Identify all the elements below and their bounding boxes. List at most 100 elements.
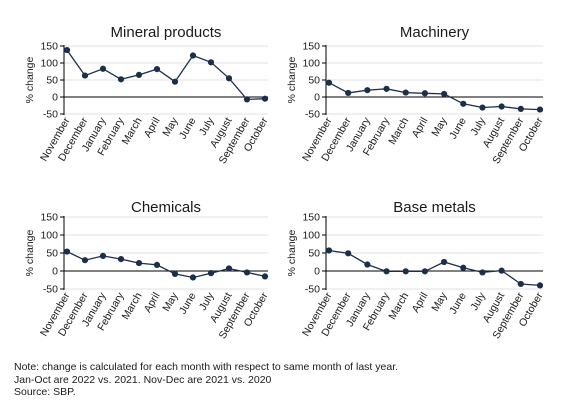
y-axis-label: % change (24, 56, 36, 103)
chart-title: Machinery (400, 24, 470, 41)
data-point (517, 105, 524, 112)
chart-title: Mineral products (111, 24, 222, 41)
chart-title: Base metals (393, 199, 476, 216)
y-tick-label: 50 (46, 75, 58, 87)
y-axis-label: % change (286, 229, 298, 276)
data-point (81, 257, 89, 264)
data-point (99, 65, 107, 72)
data-point (117, 76, 125, 83)
data-point (207, 270, 215, 277)
y-tick-label: 100 (40, 58, 58, 70)
footnote: Note: change is calculated for each mont… (14, 361, 398, 399)
series-line (66, 251, 266, 279)
data-point (189, 274, 197, 281)
data-point (460, 264, 467, 271)
data-point (99, 252, 107, 259)
data-point (498, 103, 505, 110)
data-point (261, 95, 269, 102)
x-tick-label: June (177, 115, 199, 141)
data-point (325, 79, 333, 86)
data-point (383, 85, 390, 92)
y-tick-label: 50 (308, 75, 320, 87)
x-tick-label: March (386, 290, 411, 321)
y-tick-label: 100 (302, 58, 320, 70)
data-point (402, 89, 409, 96)
data-point (440, 90, 448, 98)
series-line (328, 249, 541, 287)
data-point (171, 270, 179, 277)
x-tick-label: June (447, 115, 469, 141)
data-point (421, 90, 429, 97)
y-tick-label: 150 (40, 212, 58, 224)
data-point (479, 104, 486, 111)
data-point (517, 280, 524, 288)
y-tick-label: 150 (40, 41, 58, 53)
y-tick-label: 0 (314, 266, 320, 278)
y-tick-label: 150 (302, 41, 320, 53)
data-point (243, 96, 251, 103)
y-tick-label: 50 (308, 248, 320, 260)
footnote-line-2: Jan-Oct are 2022 vs. 2021. Nov-Dec are 2… (14, 373, 272, 386)
chart-title: Chemicals (131, 199, 201, 216)
series-line (328, 82, 541, 111)
x-tick-label: June (447, 290, 469, 316)
data-point (261, 273, 269, 280)
x-tick-label: April (410, 116, 431, 140)
data-point (498, 267, 505, 274)
data-point (460, 100, 467, 107)
data-point (364, 87, 371, 94)
data-point (171, 78, 179, 85)
y-tick-label: 150 (302, 212, 320, 224)
data-point (345, 89, 352, 97)
x-tick-label: March (386, 115, 411, 146)
series-line (66, 49, 266, 101)
data-point (189, 52, 197, 59)
data-point (135, 259, 143, 267)
data-point (225, 75, 233, 82)
data-point (117, 256, 125, 263)
data-point (479, 269, 486, 276)
data-point (63, 248, 71, 255)
data-point (81, 72, 89, 79)
data-point (153, 66, 161, 73)
y-tick-label: 0 (52, 92, 58, 104)
data-point (440, 258, 448, 266)
x-tick-label: April (142, 291, 163, 315)
data-point (135, 71, 143, 78)
y-tick-label: 50 (46, 248, 58, 260)
data-point (243, 269, 251, 276)
x-tick-label: April (410, 291, 431, 315)
data-point (63, 46, 71, 54)
data-point (345, 250, 352, 257)
data-point (225, 265, 233, 272)
data-point (207, 59, 215, 66)
y-axis-label: % change (24, 229, 36, 276)
y-tick-label: 100 (302, 230, 320, 242)
footnote-line-3: Source: SBP. (14, 386, 76, 398)
data-point (364, 261, 371, 268)
data-point (536, 106, 544, 113)
y-tick-label: -50 (43, 109, 58, 121)
x-tick-label: June (177, 290, 199, 316)
x-tick-label: April (142, 116, 163, 140)
data-point (325, 247, 333, 254)
y-tick-label: 100 (40, 230, 58, 242)
data-point (153, 261, 161, 268)
data-point (536, 282, 544, 289)
y-tick-label: -50 (305, 109, 320, 121)
data-point (402, 268, 409, 275)
y-tick-label: 0 (52, 266, 58, 278)
y-tick-label: -50 (43, 284, 58, 296)
y-axis-label: % change (286, 56, 298, 103)
data-point (383, 268, 390, 275)
y-tick-label: -50 (305, 284, 320, 296)
footnote-line-1: Note: change is calculated for each mont… (14, 361, 399, 373)
y-tick-label: 0 (314, 92, 320, 104)
data-point (421, 268, 429, 275)
